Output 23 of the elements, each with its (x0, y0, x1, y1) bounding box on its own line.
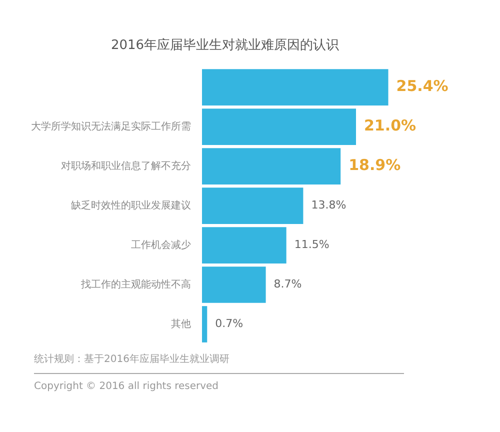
data-label: 8.7% (274, 278, 302, 291)
y-tick-label: 其他 (171, 318, 191, 330)
text: 统计规则：基于2016年应届毕业生就业调研 (34, 353, 230, 367)
bar (202, 306, 208, 342)
y-tick-label: 缺乏时效性的职业发展建议 (71, 199, 191, 212)
data-label: 18.9% (348, 156, 401, 174)
data-label: 0.7% (215, 317, 244, 330)
y-tick-label: 对职场和职业信息了解不充分 (61, 160, 191, 172)
data-label: 11.5% (294, 238, 330, 252)
y-tick-label: 工作机会减少 (131, 238, 191, 251)
bar (202, 69, 388, 106)
data-label: 13.8% (311, 198, 346, 212)
data-label: 25.4% (396, 77, 448, 96)
bar (202, 188, 304, 224)
data-label: 21.0% (364, 116, 416, 135)
bar (202, 108, 356, 145)
chart-title: 2016年应届毕业生对就业难原因的认识 (110, 37, 340, 54)
y-tick-label: 找工作的主观能动性不高 (80, 278, 191, 290)
bar (202, 148, 341, 184)
bar (202, 266, 266, 303)
bar (202, 227, 286, 264)
text: Copyright © 2016 all rights reserved (34, 373, 404, 394)
y-tick-label: 大学所学知识无法满足实际工作所需 (31, 120, 191, 132)
